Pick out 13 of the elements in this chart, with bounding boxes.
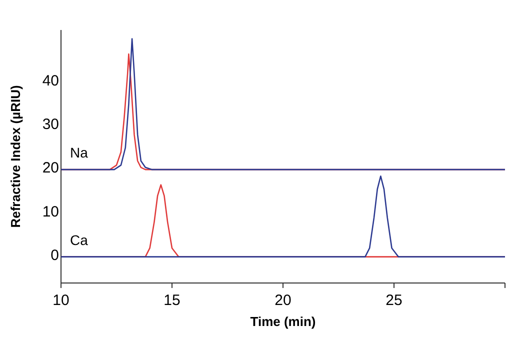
annotation: Na xyxy=(70,144,88,161)
y-tick-label: 20 xyxy=(42,160,59,177)
y-tick-label: 40 xyxy=(42,72,59,90)
y-axis-title: Refractive Index (µRIU) xyxy=(8,85,23,228)
x-tick-label: 20 xyxy=(274,292,292,309)
x-axis-title: Time (min) xyxy=(250,314,316,329)
x-tick-label: 15 xyxy=(164,292,180,309)
annotation: Ca xyxy=(70,232,88,248)
x-tick-label: 25 xyxy=(386,292,402,309)
y-tick-label: 0 xyxy=(50,246,59,264)
x-tick-label: 10 xyxy=(52,292,70,309)
y-tick-label: 30 xyxy=(42,116,59,134)
y-tick-label: 10 xyxy=(42,203,59,220)
